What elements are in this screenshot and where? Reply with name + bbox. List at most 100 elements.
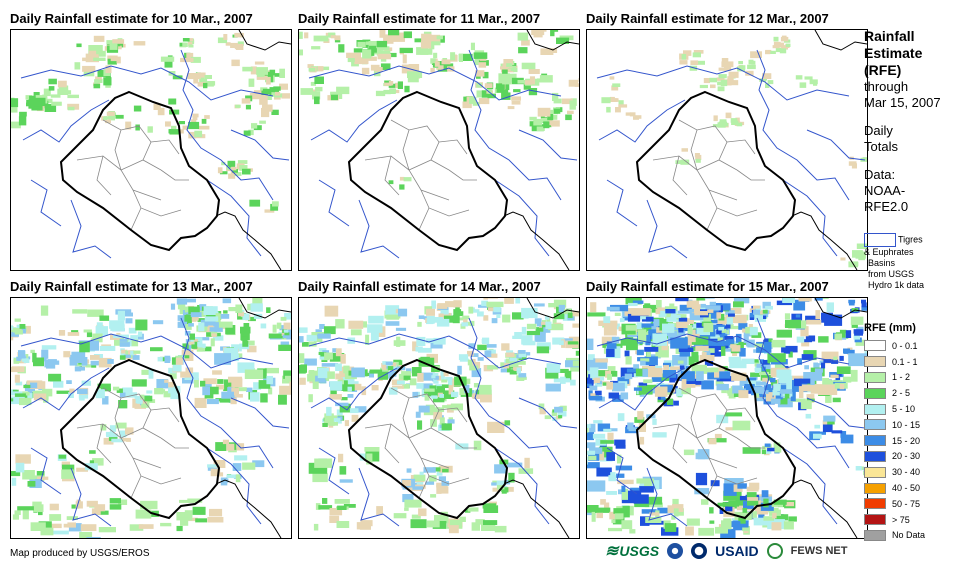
rainfall-cell bbox=[223, 379, 239, 388]
rainfall-cell bbox=[752, 305, 760, 309]
rainfall-cell bbox=[774, 363, 786, 372]
rainfall-cell bbox=[141, 400, 147, 404]
rainfall-cell bbox=[513, 89, 521, 93]
rainfall-cell bbox=[728, 500, 740, 507]
rainfall-cell bbox=[799, 378, 812, 384]
rainfall-cell bbox=[756, 363, 762, 368]
rainfall-cell bbox=[681, 379, 687, 390]
rainfall-cell bbox=[534, 331, 546, 342]
rainfall-cell bbox=[745, 70, 754, 76]
rainfall-cell bbox=[109, 498, 121, 504]
rainfall-cell bbox=[654, 386, 668, 397]
rainfall-cell bbox=[451, 391, 459, 398]
logo-bar: ≋ USGS USAID FEWS NET bbox=[605, 541, 848, 561]
basin-boundary bbox=[206, 447, 262, 525]
rainfall-cell bbox=[772, 389, 780, 396]
rainfall-cell bbox=[85, 364, 93, 368]
panel-title: Daily Rainfall estimate for 10 Mar., 200… bbox=[10, 11, 253, 26]
rainfall-cell bbox=[505, 352, 515, 357]
basin-boundary bbox=[22, 99, 110, 143]
rainfall-cell bbox=[801, 354, 814, 360]
rainfall-cell bbox=[103, 77, 112, 86]
rainfall-cell bbox=[348, 320, 364, 329]
rainfall-cell bbox=[146, 390, 153, 394]
rainfall-cell bbox=[250, 66, 257, 75]
rainfall-cell bbox=[723, 343, 729, 349]
rainfall-cell bbox=[524, 80, 533, 85]
rainfall-cell bbox=[185, 324, 192, 330]
rainfall-cell bbox=[140, 500, 158, 510]
legend-label: > 75 bbox=[892, 514, 910, 525]
rainfall-cell bbox=[441, 481, 450, 486]
basin-boundary bbox=[206, 179, 262, 257]
rainfall-cell bbox=[713, 340, 729, 346]
rainfall-cell bbox=[504, 298, 514, 304]
rainfall-cell bbox=[140, 394, 145, 399]
rainfall-cell bbox=[567, 110, 574, 114]
rainfall-cell bbox=[197, 82, 206, 87]
rainfall-cell bbox=[118, 400, 128, 409]
rainfall-cell bbox=[476, 82, 482, 88]
rainfall-cell bbox=[172, 364, 182, 372]
rainfall-cell bbox=[502, 314, 511, 323]
rainfall-cell bbox=[614, 312, 621, 316]
rainfall-cell bbox=[424, 388, 435, 392]
rainfall-cell bbox=[19, 397, 32, 406]
rainfall-cell bbox=[724, 336, 733, 340]
rainfall-cell bbox=[691, 351, 699, 363]
rainfall-cell bbox=[813, 82, 818, 86]
rainfall-cell bbox=[606, 348, 615, 357]
rainfall-cell bbox=[213, 460, 226, 468]
rainfall-cell bbox=[509, 356, 518, 362]
rainfall-cell bbox=[198, 125, 210, 130]
rainfall-cell bbox=[728, 521, 741, 528]
rainfall-cell bbox=[299, 377, 306, 385]
rainfall-cell bbox=[645, 333, 650, 337]
rainfall-cell bbox=[319, 348, 327, 352]
rainfall-cell bbox=[625, 356, 632, 365]
rainfall-cell bbox=[679, 327, 692, 332]
rainfall-cell bbox=[418, 315, 425, 319]
rainfall-cell bbox=[829, 372, 837, 378]
coastline bbox=[503, 211, 570, 270]
rainfall-cell bbox=[36, 471, 45, 478]
rainfall-cell bbox=[19, 324, 26, 329]
rainfall-cell bbox=[354, 57, 369, 65]
rainfall-cell bbox=[261, 90, 269, 95]
rainfall-cell bbox=[247, 345, 257, 353]
rainfall-cell bbox=[803, 372, 823, 381]
rainfall-cell bbox=[495, 83, 505, 90]
rainfall-cell bbox=[207, 464, 219, 468]
rainfall-cell bbox=[662, 323, 675, 333]
basin-boundary bbox=[782, 447, 838, 525]
rainfall-cell bbox=[482, 71, 489, 79]
legend-swatch bbox=[864, 419, 886, 431]
rainfall-cell bbox=[617, 413, 625, 422]
rainfall-cell bbox=[720, 79, 728, 87]
rainfall-cell bbox=[266, 307, 271, 313]
rainfall-cell bbox=[758, 511, 765, 520]
rainfall-cell bbox=[596, 467, 612, 477]
rainfall-cell bbox=[353, 48, 363, 53]
rainfall-cell bbox=[169, 370, 177, 379]
rainfall-cell bbox=[430, 494, 437, 498]
rainfall-cell bbox=[763, 399, 775, 405]
rainfall-cell bbox=[376, 506, 383, 515]
rainfall-cell bbox=[144, 395, 153, 402]
rainfall-cell bbox=[503, 88, 509, 95]
rainfall-cell bbox=[275, 91, 281, 96]
rainfall-cell bbox=[482, 503, 497, 509]
rainfall-cell bbox=[603, 316, 611, 324]
rainfall-cell bbox=[237, 160, 248, 164]
rainfall-cell bbox=[133, 105, 142, 112]
rainfall-cell bbox=[725, 412, 743, 417]
rainfall-cell bbox=[399, 176, 405, 181]
rainfall-cell bbox=[768, 338, 773, 343]
rainfall-cell bbox=[840, 434, 854, 444]
rainfall-cell bbox=[193, 339, 198, 344]
rainfall-cell bbox=[452, 315, 460, 324]
rainfall-cell bbox=[590, 393, 596, 397]
basin-boundary bbox=[310, 367, 398, 411]
rainfall-cell bbox=[754, 368, 762, 373]
